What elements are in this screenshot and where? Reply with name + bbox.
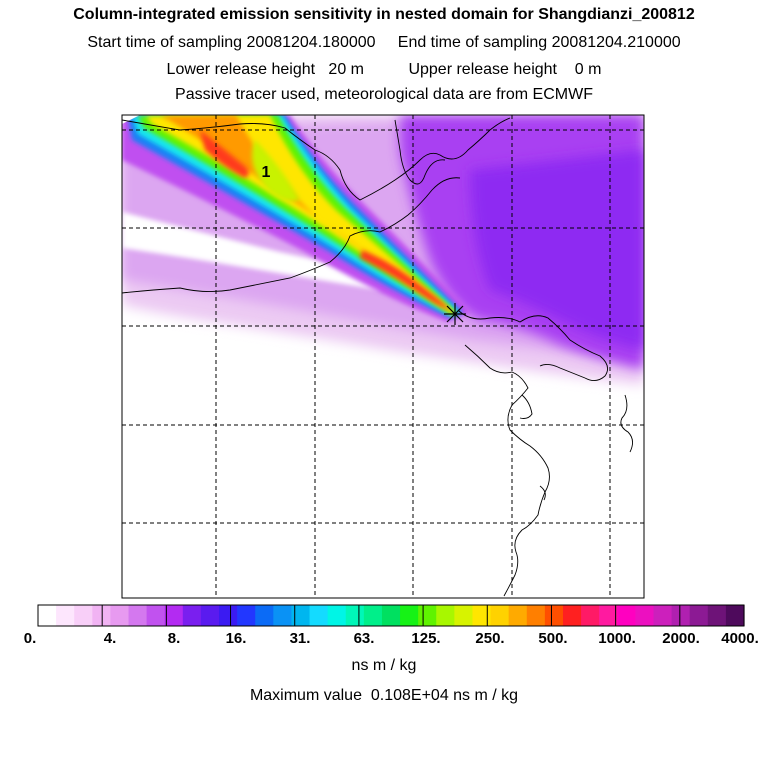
colorbar-tick-label: 8. bbox=[167, 630, 181, 647]
colorbar-cell bbox=[671, 605, 691, 626]
colorbar-tick-label: 125. bbox=[411, 630, 441, 647]
colorbar-tick-label: 63. bbox=[353, 630, 375, 647]
colorbar-cell bbox=[635, 605, 655, 626]
colorbar-tick-label: 2000. bbox=[662, 630, 700, 647]
colorbar-cells bbox=[38, 605, 745, 626]
colorbar-cell bbox=[327, 605, 347, 626]
colorbar-cell bbox=[110, 605, 130, 626]
colorbar-cell bbox=[291, 605, 311, 626]
colorbar-tick-label: 16. bbox=[225, 630, 247, 647]
colorbar-cell bbox=[617, 605, 636, 626]
colorbar-tick-label: 250. bbox=[475, 630, 505, 647]
colorbar-cell bbox=[400, 605, 419, 626]
colorbar-cell bbox=[74, 605, 93, 626]
plot-title: Column-integrated emission sensitivity i… bbox=[73, 6, 695, 23]
map-frame bbox=[121, 114, 645, 599]
colorbar-cell bbox=[255, 605, 274, 626]
colorbar-cell bbox=[345, 605, 365, 626]
colorbar-cell bbox=[653, 605, 673, 626]
colorbar-cell bbox=[454, 605, 474, 626]
colorbar-tick-label: 4000. bbox=[721, 630, 759, 647]
colorbar-cell bbox=[237, 605, 256, 626]
colorbar bbox=[37, 604, 745, 627]
colorbar-cell bbox=[309, 605, 329, 626]
colorbar-cell bbox=[689, 605, 709, 626]
colorbar-cell bbox=[38, 605, 57, 626]
colorbar-tick-label: 4. bbox=[103, 630, 117, 647]
tracer-info-line: Passive tracer used, meteorological data… bbox=[175, 86, 593, 103]
colorbar-cell bbox=[599, 605, 618, 626]
colorbar-cell bbox=[363, 605, 383, 626]
colorbar-frame bbox=[37, 604, 745, 627]
colorbar-cell bbox=[581, 605, 600, 626]
field-purple-core bbox=[470, 150, 644, 350]
colorbar-cell bbox=[490, 605, 510, 626]
colorbar-cell bbox=[526, 605, 546, 626]
colorbar-cell bbox=[544, 605, 564, 626]
colorbar-units: ns m / kg bbox=[351, 657, 417, 674]
field-white-corner bbox=[122, 115, 140, 124]
colorbar-cell bbox=[219, 605, 238, 626]
colorbar-cell bbox=[725, 605, 745, 626]
max-value-text: Maximum value 0.108E+04 ns m / kg bbox=[249, 687, 519, 704]
receptor-star-icon bbox=[444, 303, 466, 325]
colorbar-cell bbox=[56, 605, 75, 626]
colorbar-cell bbox=[418, 605, 437, 626]
colorbar-cell bbox=[200, 605, 220, 626]
plume-red-core-2 bbox=[360, 250, 450, 310]
plume-inner-green bbox=[251, 140, 300, 202]
colorbar-cell bbox=[146, 605, 166, 626]
release-height-line: Lower release height 20 m Upper release … bbox=[166, 61, 602, 78]
colorbar-cell bbox=[562, 605, 582, 626]
colorbar-tick-label: 31. bbox=[289, 630, 311, 647]
colorbar-cell bbox=[436, 605, 455, 626]
colorbar-cell bbox=[164, 605, 184, 626]
colorbar-cell bbox=[707, 605, 727, 626]
sampling-time-line: Start time of sampling 20081204.180000 E… bbox=[87, 34, 681, 51]
map-borders bbox=[122, 117, 633, 597]
colorbar-cell bbox=[128, 605, 148, 626]
colorbar-tick-label: 0. bbox=[23, 630, 37, 647]
colorbar-tick-label: 1000. bbox=[598, 630, 636, 647]
colorbar-cell bbox=[508, 605, 528, 626]
colorbar-cell bbox=[182, 605, 202, 626]
contour-label: 1 bbox=[262, 164, 271, 181]
plume-red-core bbox=[200, 130, 249, 178]
colorbar-cell bbox=[472, 605, 492, 626]
colorbar-cell bbox=[381, 605, 401, 626]
colorbar-tick-label: 500. bbox=[538, 630, 568, 647]
colorbar-cell bbox=[92, 605, 112, 626]
colorbar-cell bbox=[273, 605, 293, 626]
map-field bbox=[122, 115, 644, 385]
